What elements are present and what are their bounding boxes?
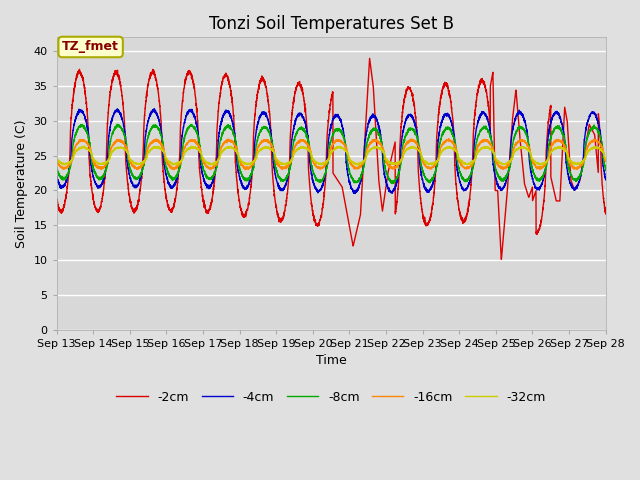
-16cm [638,158,640,164]
-4cm [540,177,547,182]
-2cm [638,210,640,216]
-8cm [403,131,411,136]
-32cm [372,144,380,150]
-8cm [174,169,182,175]
Line: -4cm: -4cm [57,109,640,193]
Legend: -2cm, -4cm, -8cm, -16cm, -32cm: -2cm, -4cm, -8cm, -16cm, -32cm [111,385,551,408]
-2cm [372,121,380,127]
-2cm [403,87,411,93]
-32cm [53,155,61,161]
X-axis label: Time: Time [316,354,346,367]
-2cm [511,99,518,105]
-32cm [282,162,289,168]
-16cm [445,136,452,142]
-32cm [81,144,88,149]
-2cm [540,202,547,208]
-4cm [403,114,411,120]
-16cm [611,167,618,173]
-4cm [372,115,380,120]
Line: -16cm: -16cm [57,139,640,170]
-4cm [554,111,562,117]
-16cm [403,140,410,145]
-16cm [53,157,61,163]
-2cm [53,196,61,202]
-8cm [372,126,380,132]
-32cm [540,160,547,166]
Line: -2cm: -2cm [57,59,640,259]
-8cm [540,174,547,180]
-2cm [497,256,505,262]
-8cm [554,124,562,130]
-16cm [511,145,518,151]
-32cm [403,147,411,153]
Line: -32cm: -32cm [57,146,640,165]
-16cm [371,137,379,143]
-32cm [174,161,182,167]
-8cm [638,166,640,172]
-16cm [540,163,547,169]
-8cm [388,180,396,186]
Line: -8cm: -8cm [57,124,640,183]
-4cm [53,173,61,179]
-4cm [351,191,359,196]
-32cm [638,156,640,162]
-8cm [53,164,61,170]
-4cm [638,175,640,180]
Text: TZ_fmet: TZ_fmet [62,40,119,53]
-8cm [511,134,518,140]
-4cm [174,170,182,176]
-16cm [174,163,182,169]
-2cm [554,198,562,204]
-8cm [113,121,121,127]
-32cm [554,144,562,150]
-32cm [511,149,518,155]
-4cm [150,106,158,112]
-16cm [554,136,562,142]
-2cm [366,56,374,61]
-2cm [174,173,182,179]
-4cm [511,118,518,124]
Y-axis label: Soil Temperature (C): Soil Temperature (C) [15,119,28,248]
Title: Tonzi Soil Temperatures Set B: Tonzi Soil Temperatures Set B [209,15,454,33]
